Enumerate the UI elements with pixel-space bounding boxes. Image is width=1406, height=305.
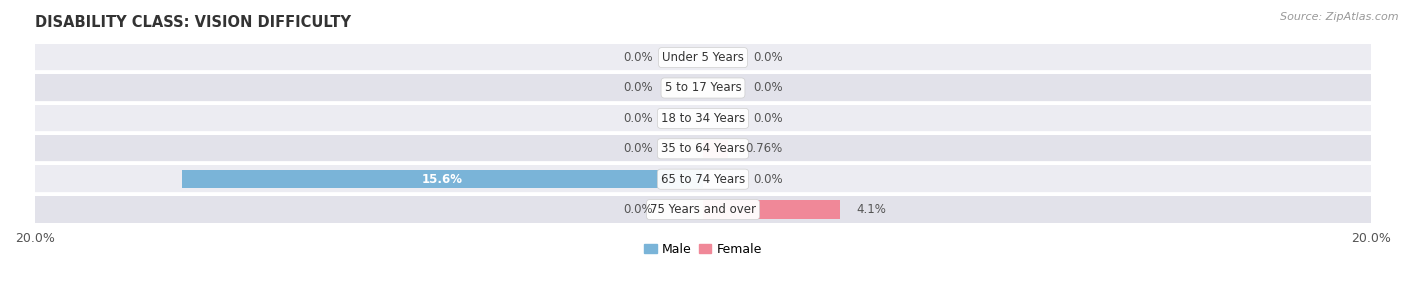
Bar [703, 200, 839, 219]
Text: 75 Years and over: 75 Years and over [650, 203, 756, 216]
Text: 18 to 34 Years: 18 to 34 Years [661, 112, 745, 125]
Text: DISABILITY CLASS: VISION DIFFICULTY: DISABILITY CLASS: VISION DIFFICULTY [35, 15, 352, 30]
Text: 5 to 17 Years: 5 to 17 Years [665, 81, 741, 95]
Bar [35, 135, 1371, 163]
Bar [35, 44, 1371, 71]
Text: 0.0%: 0.0% [754, 81, 783, 95]
Bar [703, 140, 728, 158]
Text: 0.0%: 0.0% [623, 142, 652, 155]
Text: 0.0%: 0.0% [754, 173, 783, 186]
Text: 0.0%: 0.0% [623, 51, 652, 64]
Text: 4.1%: 4.1% [856, 203, 887, 216]
Text: 0.0%: 0.0% [623, 81, 652, 95]
Text: 0.0%: 0.0% [754, 51, 783, 64]
Text: 0.0%: 0.0% [623, 203, 652, 216]
Legend: Male, Female: Male, Female [640, 238, 766, 261]
Text: 0.76%: 0.76% [745, 142, 782, 155]
Bar [181, 170, 703, 188]
Bar [35, 105, 1371, 132]
Text: Source: ZipAtlas.com: Source: ZipAtlas.com [1281, 12, 1399, 22]
Text: 0.0%: 0.0% [754, 112, 783, 125]
Text: 15.6%: 15.6% [422, 173, 463, 186]
Text: 0.0%: 0.0% [623, 112, 652, 125]
Text: Under 5 Years: Under 5 Years [662, 51, 744, 64]
Text: 35 to 64 Years: 35 to 64 Years [661, 142, 745, 155]
Bar [35, 166, 1371, 193]
Bar [35, 196, 1371, 223]
Bar [35, 74, 1371, 102]
Text: 65 to 74 Years: 65 to 74 Years [661, 173, 745, 186]
